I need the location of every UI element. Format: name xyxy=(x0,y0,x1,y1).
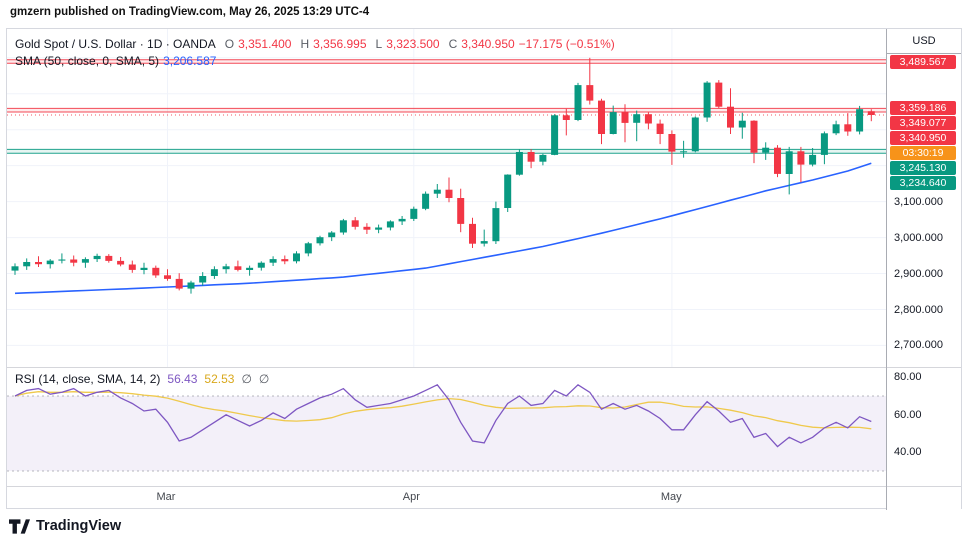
sma-indicator-label: SMA (50, close, 0, SMA, 5) xyxy=(15,54,160,68)
time-label-Apr: Apr xyxy=(402,491,420,503)
price-scale-label: 2,800.000 xyxy=(894,303,943,316)
price-scale-label: 2,900.000 xyxy=(894,267,943,280)
tradingview-logo-text: TradingView xyxy=(36,518,122,534)
time-axis[interactable]: Mar Apr May xyxy=(7,487,887,509)
attribution-text: gmzern published on TradingView.com, May… xyxy=(10,6,370,18)
rsi-scale-label: 80.00 xyxy=(894,371,922,384)
high-label: H xyxy=(300,37,310,51)
rsi-scale-label: 60.00 xyxy=(894,408,922,421)
plot-area: Gold Spot / U.S. Dollar · 1D · OANDA O 3… xyxy=(7,29,887,510)
price-axis[interactable]: USD 3,100.000 3,000.000 2,900.000 2,800.000… xyxy=(886,29,961,510)
low-value: 3,323.500 xyxy=(386,37,440,51)
open-label: O xyxy=(224,37,235,51)
rsi-value: 56.43 xyxy=(167,372,198,386)
time-label-May: May xyxy=(660,491,682,503)
rsi-scale-label: 40.00 xyxy=(894,446,922,459)
chart-frame: Gold Spot / U.S. Dollar · 1D · OANDA O 3… xyxy=(6,28,962,510)
sma-legend-row[interactable]: SMA (50, close, 0, SMA, 5) 3,206.587 xyxy=(15,53,615,70)
high-value: 3,356.995 xyxy=(313,37,367,51)
current-price-label[interactable]: 3,340.950 xyxy=(890,131,956,146)
price-scale-label: 3,000.000 xyxy=(894,231,943,244)
rsi-band-hidden-1: ∅ xyxy=(241,372,252,386)
rsi-band-hidden-2: ∅ xyxy=(258,372,270,386)
symbol-title: Gold Spot / U.S. Dollar · 1D · OANDA xyxy=(15,37,216,51)
price-tag-label[interactable]: 3,489.567 xyxy=(890,54,956,69)
change-value: −17.175 (−0.51%) xyxy=(518,37,615,51)
open-value: 3,351.400 xyxy=(238,37,292,51)
sma-indicator-value: 3,206.587 xyxy=(163,54,217,68)
rsi-ma-value: 52.53 xyxy=(204,372,235,386)
close-label: C xyxy=(448,37,458,51)
close-value: 3,340.950 xyxy=(461,37,515,51)
candlestick-chart[interactable] xyxy=(7,29,887,367)
price-tag-label[interactable]: 3,359.186 xyxy=(890,101,956,116)
price-tag-label[interactable]: 3,349.077 xyxy=(890,116,956,131)
tradingview-logo-icon xyxy=(9,518,30,534)
price-scale-label: 3,100.000 xyxy=(894,195,943,208)
currency-label: USD xyxy=(887,29,961,54)
rsi-chart[interactable] xyxy=(7,367,887,486)
countdown-label: 03:30:19 xyxy=(890,146,956,161)
rsi-indicator-label: RSI (14, close, SMA, 14, 2) xyxy=(15,372,161,386)
main-legend: Gold Spot / U.S. Dollar · 1D · OANDA O 3… xyxy=(15,36,615,70)
price-tag-label[interactable]: 3,234.640 xyxy=(890,176,956,191)
time-label-Mar: Mar xyxy=(156,491,176,503)
price-tag-label[interactable]: 3,245.130 xyxy=(890,161,956,176)
time-axis-divider xyxy=(7,486,961,487)
symbol-legend-row[interactable]: Gold Spot / U.S. Dollar · 1D · OANDA O 3… xyxy=(15,36,615,53)
low-label: L xyxy=(375,37,383,51)
footer: TradingView xyxy=(9,518,121,534)
price-scale-label: 2,700.000 xyxy=(894,339,943,352)
rsi-legend-row[interactable]: RSI (14, close, SMA, 14, 2) 56.43 52.53 … xyxy=(15,372,269,386)
pane-divider[interactable] xyxy=(7,367,961,368)
